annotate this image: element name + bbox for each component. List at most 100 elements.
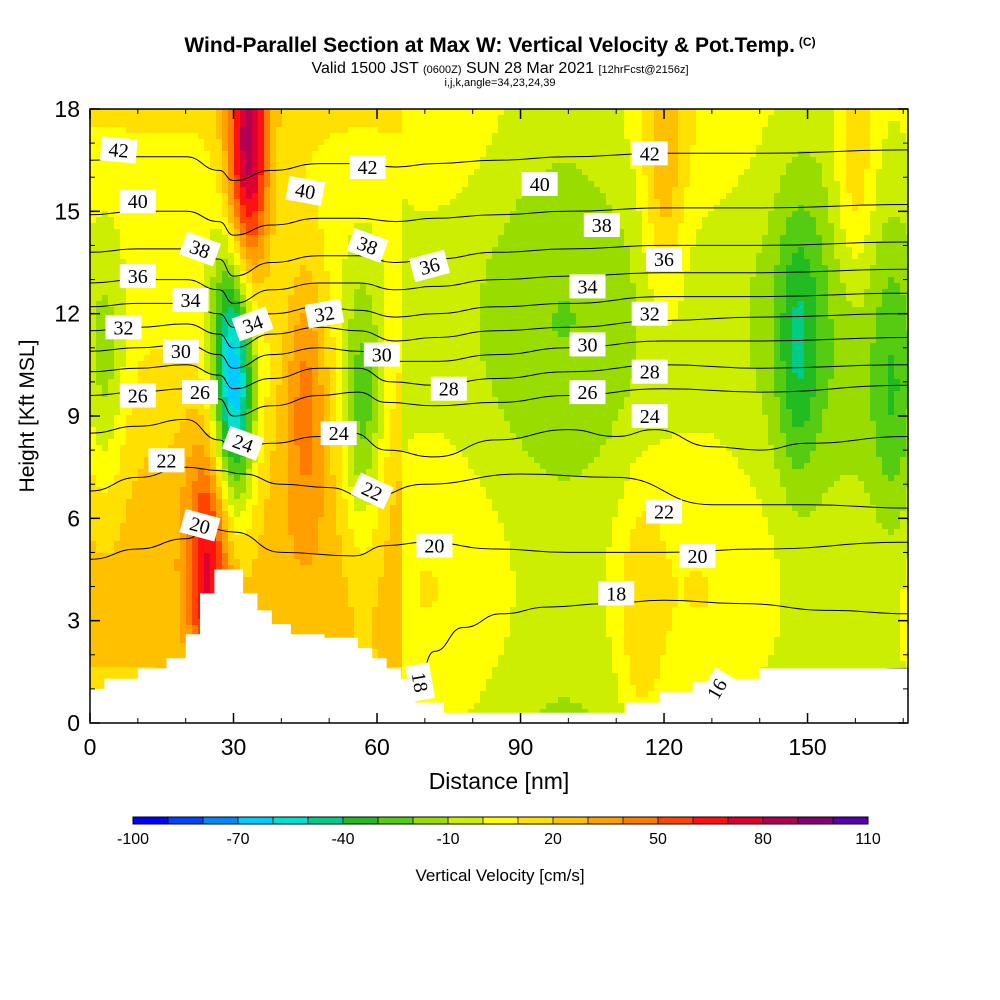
field-cell [90,139,97,146]
field-cell [258,433,265,440]
field-cell [318,565,325,572]
field-cell [246,571,253,578]
field-cell [366,631,373,638]
field-cell [312,439,319,446]
field-cell [108,601,115,608]
field-cell [162,613,169,620]
field-cell [102,535,109,542]
field-cell [126,169,133,176]
field-cell [120,127,127,134]
field-cell [252,361,259,368]
field-cell [282,409,289,416]
field-cell [294,115,301,122]
field-cell [354,313,361,320]
field-cell [246,559,253,566]
field-cell [288,607,295,614]
field-cell [168,127,175,134]
field-cell [324,241,331,248]
field-cell [186,547,193,554]
field-cell [288,253,295,260]
field-cell [102,319,109,326]
field-cell [156,619,163,626]
field-cell [318,577,325,584]
field-cell [318,241,325,248]
valid-day: SUN 28 Mar 2021 [465,60,595,77]
field-cell [330,565,337,572]
field-cell [156,427,163,434]
field-cell [228,481,235,488]
field-cell [186,271,193,278]
field-cell [300,403,307,410]
field-cell [132,247,139,254]
field-cell [138,355,145,362]
field-cell [330,109,337,116]
field-cell [120,631,127,638]
field-cell [186,505,193,512]
field-cell [342,127,349,134]
field-cell [378,223,385,230]
field-cell [252,133,259,140]
field-cell [264,109,271,116]
field-cell [270,391,277,398]
field-cell [288,463,295,470]
field-cell [330,163,337,170]
field-cell [150,607,157,614]
field-cell [258,403,265,410]
field-cell [360,499,367,506]
field-cell [294,625,301,632]
field-cell [150,247,157,254]
field-cell [276,439,283,446]
field-cell [150,661,157,668]
field-cell [246,199,253,206]
field-cell [294,427,301,434]
field-cell [132,517,139,524]
field-cell [294,277,301,284]
field-cell [354,583,361,590]
field-cell [306,121,313,128]
field-cell [300,409,307,416]
field-cell [282,259,289,266]
field-cell [132,421,139,428]
field-cell [108,133,115,140]
field-cell [246,151,253,158]
field-cell [246,259,253,266]
field-cell [288,325,295,332]
field-cell [318,409,325,416]
field-cell [198,169,205,176]
field-cell [150,541,157,548]
field-cell [132,241,139,248]
field-cell [378,289,385,296]
valid-time: Valid 1500 JST [311,60,419,77]
field-cell [354,619,361,626]
field-cell [312,151,319,158]
field-cell [144,457,151,464]
field-cell [324,589,331,596]
field-cell [360,511,367,518]
field-cell [276,229,283,236]
field-cell [162,331,169,338]
field-cell [114,613,121,620]
field-cell [288,247,295,254]
field-cell [372,133,379,140]
field-cell [102,331,109,338]
field-cell [288,469,295,476]
field-cell [90,631,97,638]
field-cell [276,139,283,146]
field-cell [102,253,109,260]
field-cell [126,493,133,500]
field-cell [270,217,277,224]
field-cell [360,367,367,374]
field-cell [306,541,313,548]
field-cell [132,559,139,566]
field-cell [96,199,103,206]
field-cell [204,157,211,164]
field-cell [186,187,193,194]
field-cell [138,337,145,344]
field-cell [210,319,217,326]
field-cell [306,493,313,500]
field-cell [138,151,145,158]
field-cell [204,577,211,584]
field-cell [288,337,295,344]
field-cell [150,169,157,176]
field-cell [240,301,247,308]
